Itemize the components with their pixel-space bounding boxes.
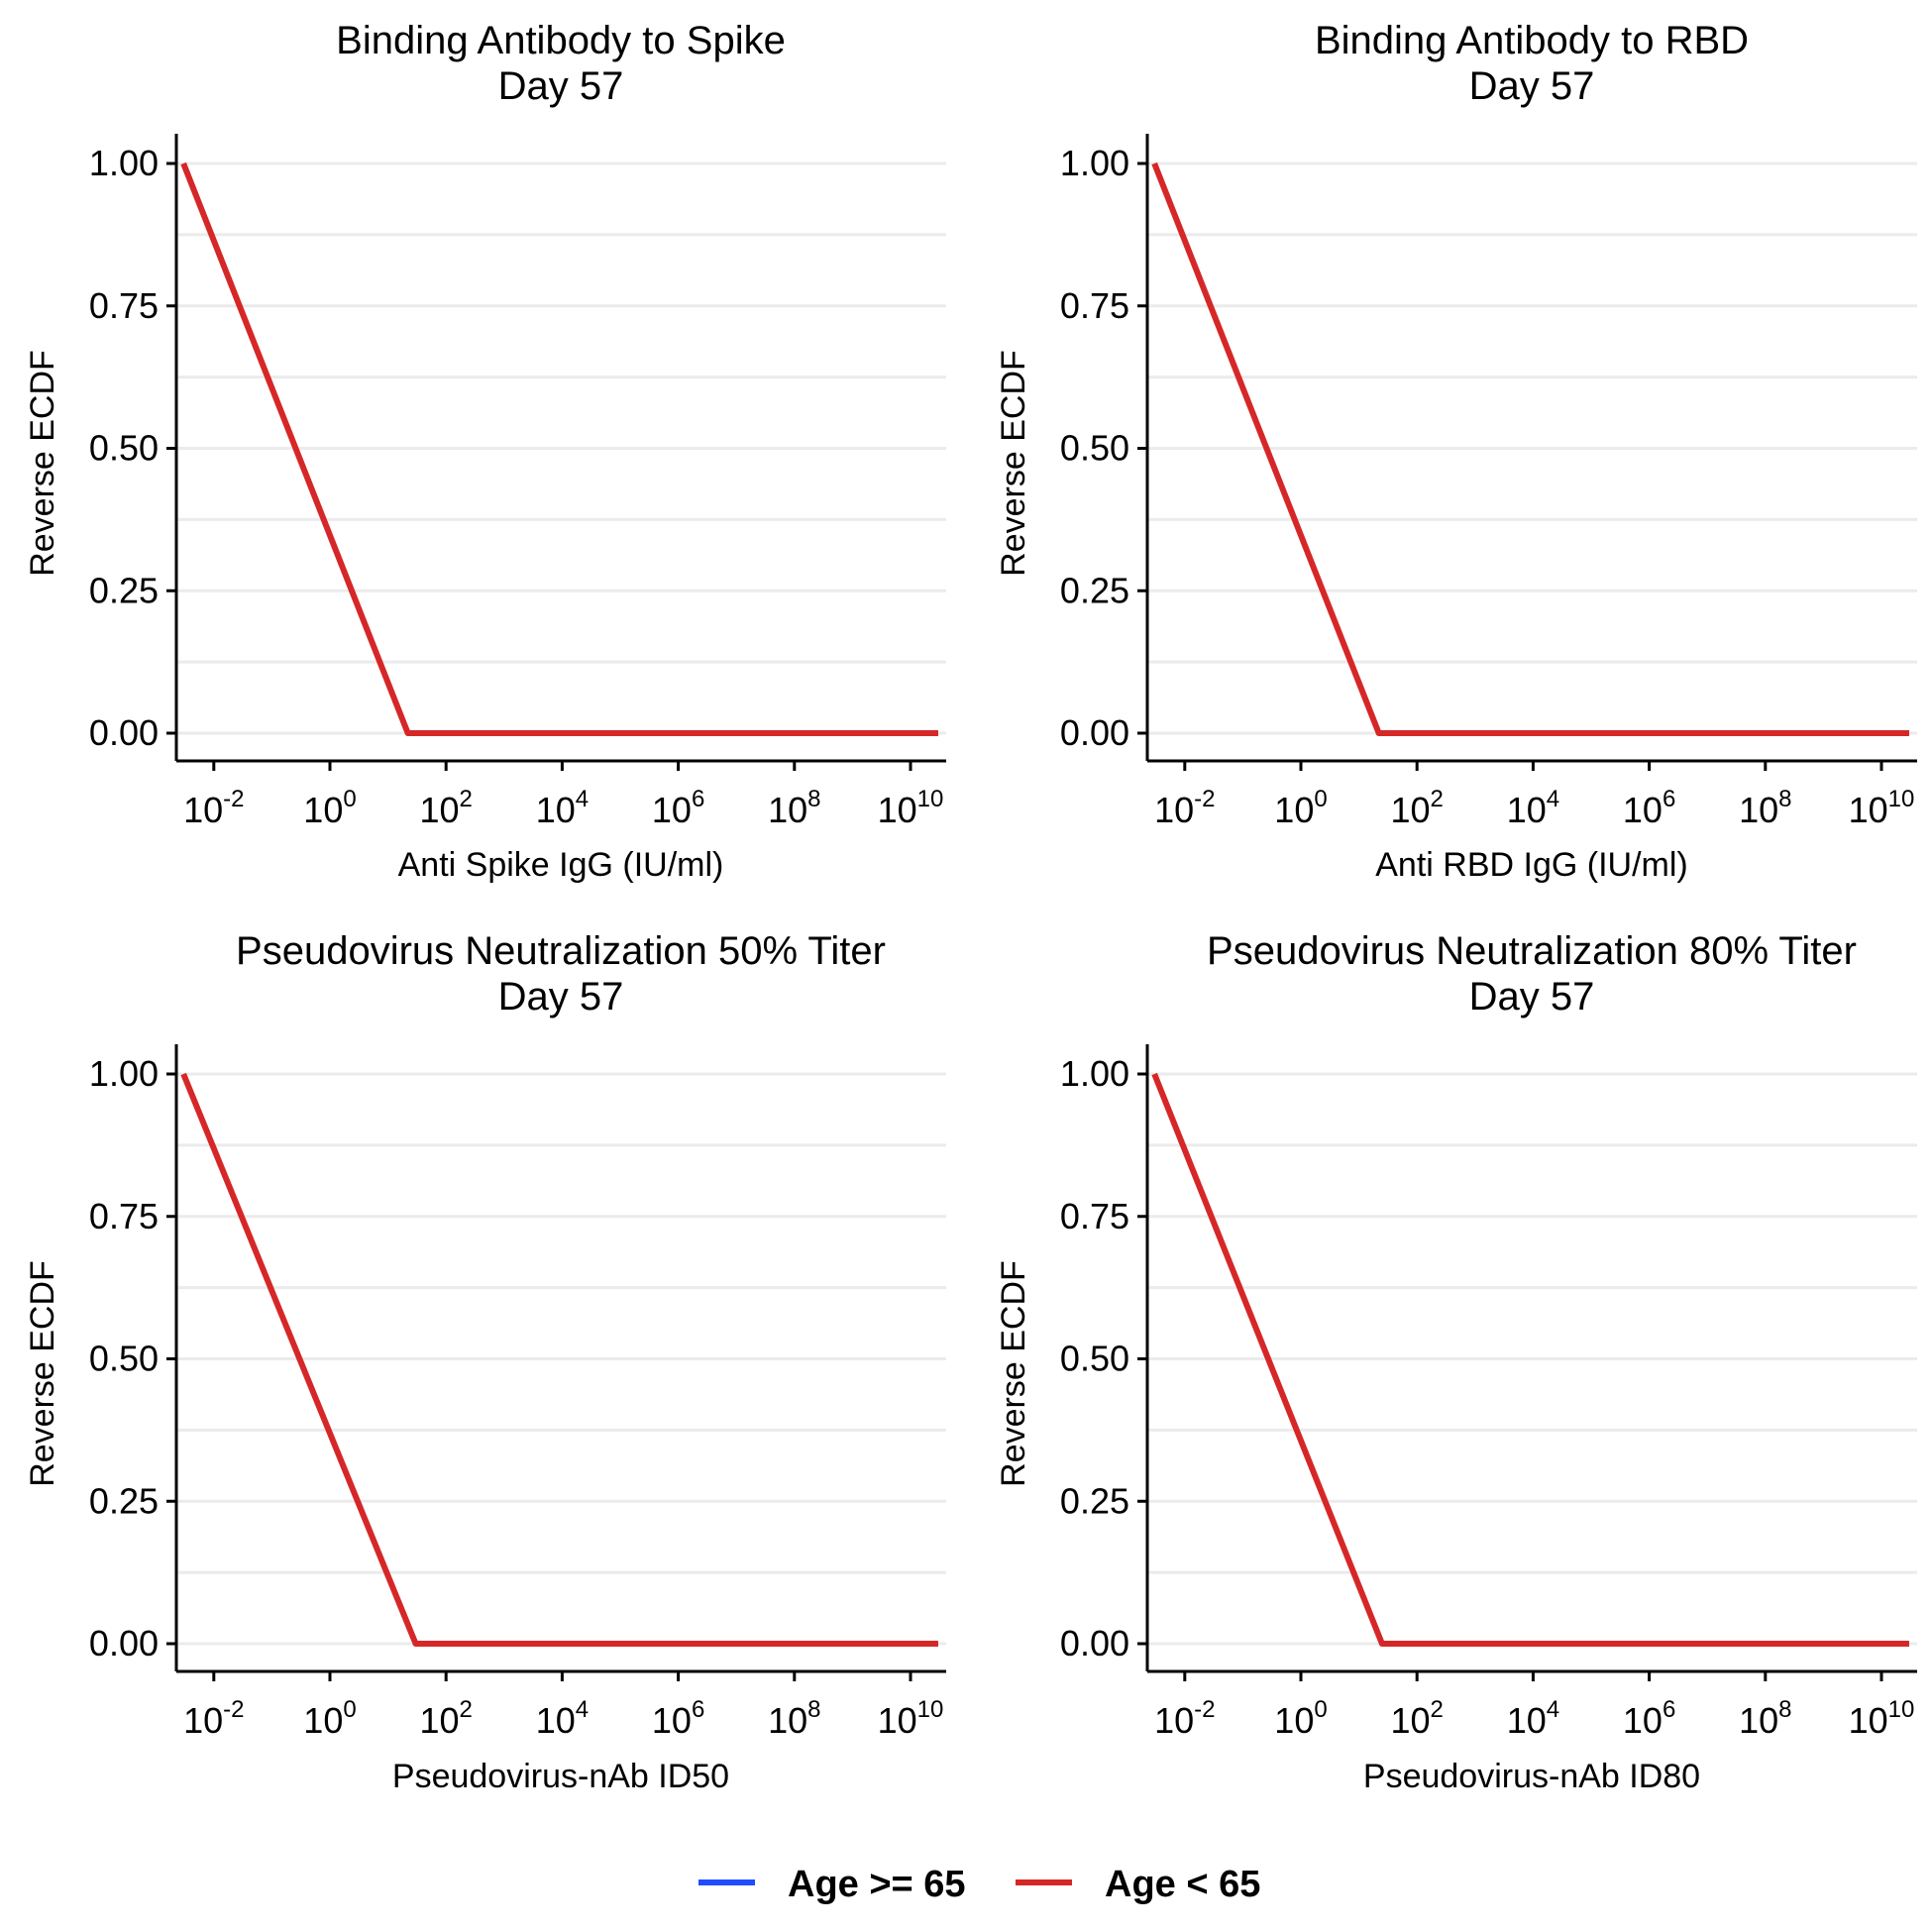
x-tick-label: 104 [536,786,589,830]
y-tick-label: 0.00 [1060,712,1129,753]
x-tick-label: 1010 [878,786,944,830]
x-tick-label: 106 [652,1696,704,1741]
y-tick-label: 0.75 [1060,1196,1129,1236]
x-tick-label: 10-2 [183,1696,244,1741]
x-tick-label: 104 [1507,786,1559,830]
y-tick-label: 0.50 [1060,1339,1129,1379]
x-axis-label: Pseudovirus-nAb ID80 [1363,1758,1700,1795]
panel-3: 0.00 0.25 0.50 0.75 1.00 10-2 100 102 104 106 108 1… [24,929,946,1795]
y-tick-label: 0.00 [89,712,159,753]
x-tick-label: 100 [1274,1696,1327,1741]
y-tick-label: 0.50 [1060,428,1129,469]
x-tick-label: 106 [652,786,704,830]
y-tick-label: 0.25 [1060,570,1129,610]
x-tick-label: 106 [1623,1696,1675,1741]
x-tick-label: 1010 [1849,1696,1915,1741]
ecdf-line-age-under-65 [180,161,938,736]
x-tick-label: 108 [1739,786,1791,830]
x-tick-label: 108 [768,786,820,830]
panel-subtitle: Day 57 [1469,64,1595,108]
x-tick-label: 100 [303,786,356,830]
y-axis-label: Reverse ECDF [24,350,61,577]
y-tick-label: 0.25 [1060,1480,1129,1521]
panel-title: Pseudovirus Neutralization 50% Titer [236,929,886,973]
y-tick-label: 1.00 [89,143,159,183]
y-axis-label: Reverse ECDF [995,1260,1032,1487]
x-tick-label: 1010 [878,1696,944,1741]
y-axis-label: Reverse ECDF [995,350,1032,577]
y-tick-label: 0.00 [89,1623,159,1664]
ecdf-line-age-under-65 [180,1072,938,1647]
ecdf-line-age-under-65 [1151,161,1909,736]
x-tick-label: 100 [303,1696,356,1741]
x-tick-label: 1010 [1849,786,1915,830]
y-axis-label: Reverse ECDF [24,1260,61,1487]
x-tick-label: 106 [1623,786,1675,830]
x-tick-label: 108 [1739,1696,1791,1741]
x-tick-label: 10-2 [1154,1696,1215,1741]
chart-panels: 0.00 0.25 0.50 0.75 1.00 10-2 100 102 104 106 108 1… [24,19,1917,1795]
panel-2: 0.00 0.25 0.50 0.75 1.00 10-2 100 102 104 106 108 1… [995,19,1917,884]
legend: Age >= 65 Age < 65 [698,1864,1260,1905]
ecdf-line-age-under-65 [1151,1072,1909,1647]
x-tick-label: 108 [768,1696,820,1741]
y-tick-label: 0.25 [89,1480,159,1521]
panel-title: Binding Antibody to RBD [1315,19,1749,62]
x-tick-label: 104 [1507,1696,1559,1741]
x-tick-label: 104 [536,1696,589,1741]
x-axis-label: Pseudovirus-nAb ID50 [392,1758,729,1795]
y-tick-label: 0.75 [1060,285,1129,326]
y-tick-label: 1.00 [1060,1053,1129,1094]
legend-label-age-under-65: Age < 65 [1105,1864,1260,1905]
x-axis-label: Anti RBD IgG (IU/ml) [1375,846,1687,884]
y-tick-label: 0.75 [89,285,159,326]
panel-subtitle: Day 57 [498,975,624,1019]
panel-4: 0.00 0.25 0.50 0.75 1.00 10-2 100 102 104 106 108 1… [995,929,1917,1795]
panel-title: Pseudovirus Neutralization 80% Titer [1207,929,1857,973]
x-tick-label: 102 [419,1696,472,1741]
y-tick-label: 0.50 [89,428,159,469]
y-tick-label: 0.75 [89,1196,159,1236]
x-tick-label: 10-2 [183,786,244,830]
x-tick-label: 102 [419,786,472,830]
y-tick-label: 0.25 [89,570,159,610]
y-tick-label: 0.00 [1060,1623,1129,1664]
panel-1: 0.00 0.25 0.50 0.75 1.00 10-2 100 102 104 106 108 1… [24,19,946,884]
panel-subtitle: Day 57 [1469,975,1595,1019]
x-tick-label: 100 [1274,786,1327,830]
panel-subtitle: Day 57 [498,64,624,108]
x-tick-label: 10-2 [1154,786,1215,830]
x-tick-label: 102 [1390,1696,1443,1741]
x-tick-label: 102 [1390,786,1443,830]
legend-label-age-65-plus: Age >= 65 [788,1864,966,1905]
y-tick-label: 0.50 [89,1339,159,1379]
y-tick-label: 1.00 [89,1053,159,1094]
y-tick-label: 1.00 [1060,143,1129,183]
panel-title: Binding Antibody to Spike [336,19,786,62]
x-axis-label: Anti Spike IgG (IU/ml) [398,846,724,884]
